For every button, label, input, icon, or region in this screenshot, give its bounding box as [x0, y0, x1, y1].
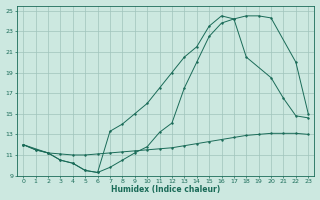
X-axis label: Humidex (Indice chaleur): Humidex (Indice chaleur) — [111, 185, 220, 194]
